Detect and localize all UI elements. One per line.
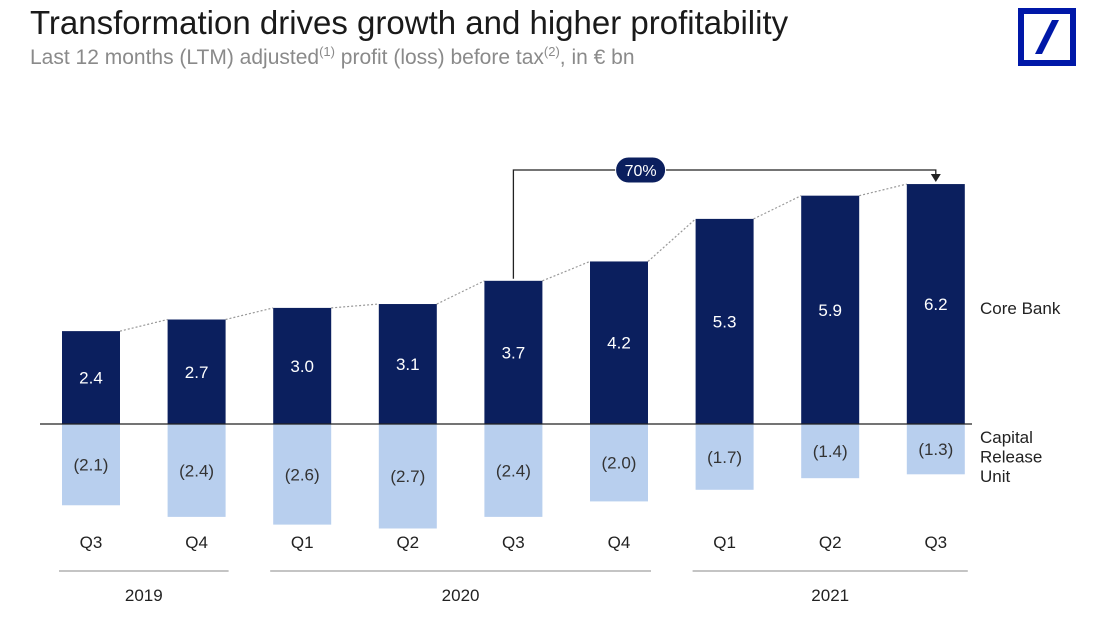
core-bank-value-label: 2.7 [185, 363, 209, 382]
cru-bar [62, 424, 120, 506]
legend-core-bank: Core Bank [980, 299, 1061, 318]
legend-capital-release-unit: Unit [980, 467, 1011, 486]
cru-value-label: (2.4) [496, 461, 531, 480]
core-bank-bar [378, 304, 437, 424]
connector-line [859, 183, 907, 197]
core-bank-bar [273, 307, 332, 424]
x-tick-label: Q3 [924, 533, 947, 552]
legend-capital-release-unit: Release [980, 448, 1042, 467]
footnote-ref-1: (1) [319, 44, 335, 59]
x-tick-label: Q1 [291, 533, 314, 552]
core-bank-value-label: 3.7 [502, 343, 526, 362]
x-tick-label: Q2 [396, 533, 419, 552]
core-bank-bar [484, 280, 543, 424]
cru-value-label: (1.4) [813, 442, 848, 461]
cru-value-label: (1.3) [918, 440, 953, 459]
cru-bar [695, 424, 754, 490]
x-tick-label: Q3 [502, 533, 525, 552]
x-tick-label: Q4 [608, 533, 631, 552]
x-tick-label: Q4 [185, 533, 208, 552]
core-bank-value-label: 5.3 [713, 312, 737, 331]
core-bank-bar [167, 319, 226, 424]
cru-value-label: (1.7) [707, 448, 742, 467]
page-title: Transformation drives growth and higher … [30, 4, 789, 41]
cru-value-label: (2.6) [285, 465, 320, 484]
subtitle-text-1: Last 12 months (LTM) adjusted [30, 46, 320, 69]
subtitle-text-3: , in € bn [559, 46, 635, 69]
core-bank-value-label: 3.0 [290, 357, 314, 376]
cru-bar [378, 424, 437, 529]
core-bank-value-label: 6.2 [924, 295, 948, 314]
cru-value-label: (2.1) [74, 456, 109, 475]
growth-arrow-head [930, 174, 941, 183]
growth-arrow-line [512, 169, 937, 279]
year-label: 2020 [442, 586, 480, 605]
core-bank-value-label: 3.1 [396, 355, 420, 374]
year-label: 2021 [811, 586, 849, 605]
year-label: 2019 [125, 586, 163, 605]
connector-line [542, 260, 591, 282]
connector-line [436, 280, 485, 305]
growth-badge [615, 156, 667, 184]
connector-line [225, 307, 274, 321]
core-bank-bar [62, 331, 120, 424]
cru-value-label: (2.0) [602, 454, 637, 473]
growth-badge-label: 70% [625, 163, 657, 180]
cru-bar [167, 424, 226, 517]
core-bank-value-label: 2.4 [79, 369, 103, 388]
connector-line [647, 218, 696, 262]
cru-bar [590, 424, 648, 502]
footnote-ref-2: (2) [543, 44, 560, 59]
subtitle-text-2: profit (loss) before tax [334, 46, 544, 69]
page-subtitle: Last 12 months (LTM) adjusted(1) profit … [30, 44, 635, 70]
cru-bar [906, 424, 965, 475]
core-bank-bar [906, 184, 965, 424]
cru-value-label: (2.4) [179, 461, 214, 480]
connector-line [331, 303, 379, 309]
connector-line [119, 318, 168, 332]
deutsche-bank-logo-icon [1018, 8, 1076, 66]
cru-bar [484, 424, 543, 517]
core-bank-bar [801, 195, 860, 424]
cru-bar [801, 424, 860, 479]
cru-bar [273, 424, 332, 525]
cru-value-label: (2.7) [390, 467, 425, 486]
x-tick-label: Q2 [819, 533, 842, 552]
core-bank-value-label: 4.2 [607, 334, 631, 353]
connector-line [753, 195, 802, 220]
legend-capital-release-unit: Capital [980, 428, 1033, 447]
core-bank-value-label: 5.9 [818, 301, 842, 320]
x-tick-label: Q1 [713, 533, 736, 552]
core-bank-bar [590, 261, 648, 424]
core-bank-bar [695, 218, 754, 424]
x-tick-label: Q3 [80, 533, 103, 552]
